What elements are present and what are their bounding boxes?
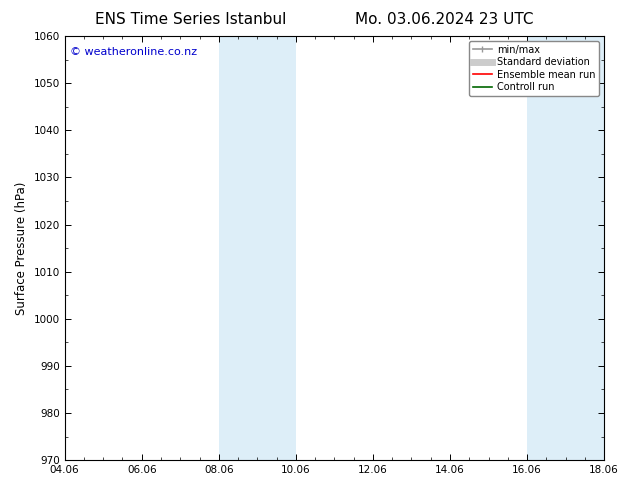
Bar (527, 36, 604, 460)
Text: © weatheronline.co.nz: © weatheronline.co.nz (70, 47, 197, 57)
Legend: min/max, Standard deviation, Ensemble mean run, Controll run: min/max, Standard deviation, Ensemble me… (469, 41, 599, 96)
Y-axis label: Surface Pressure (hPa): Surface Pressure (hPa) (15, 181, 28, 315)
Bar (219, 36, 296, 460)
Text: ENS Time Series Istanbul: ENS Time Series Istanbul (94, 12, 286, 27)
Text: Mo. 03.06.2024 23 UTC: Mo. 03.06.2024 23 UTC (354, 12, 533, 27)
